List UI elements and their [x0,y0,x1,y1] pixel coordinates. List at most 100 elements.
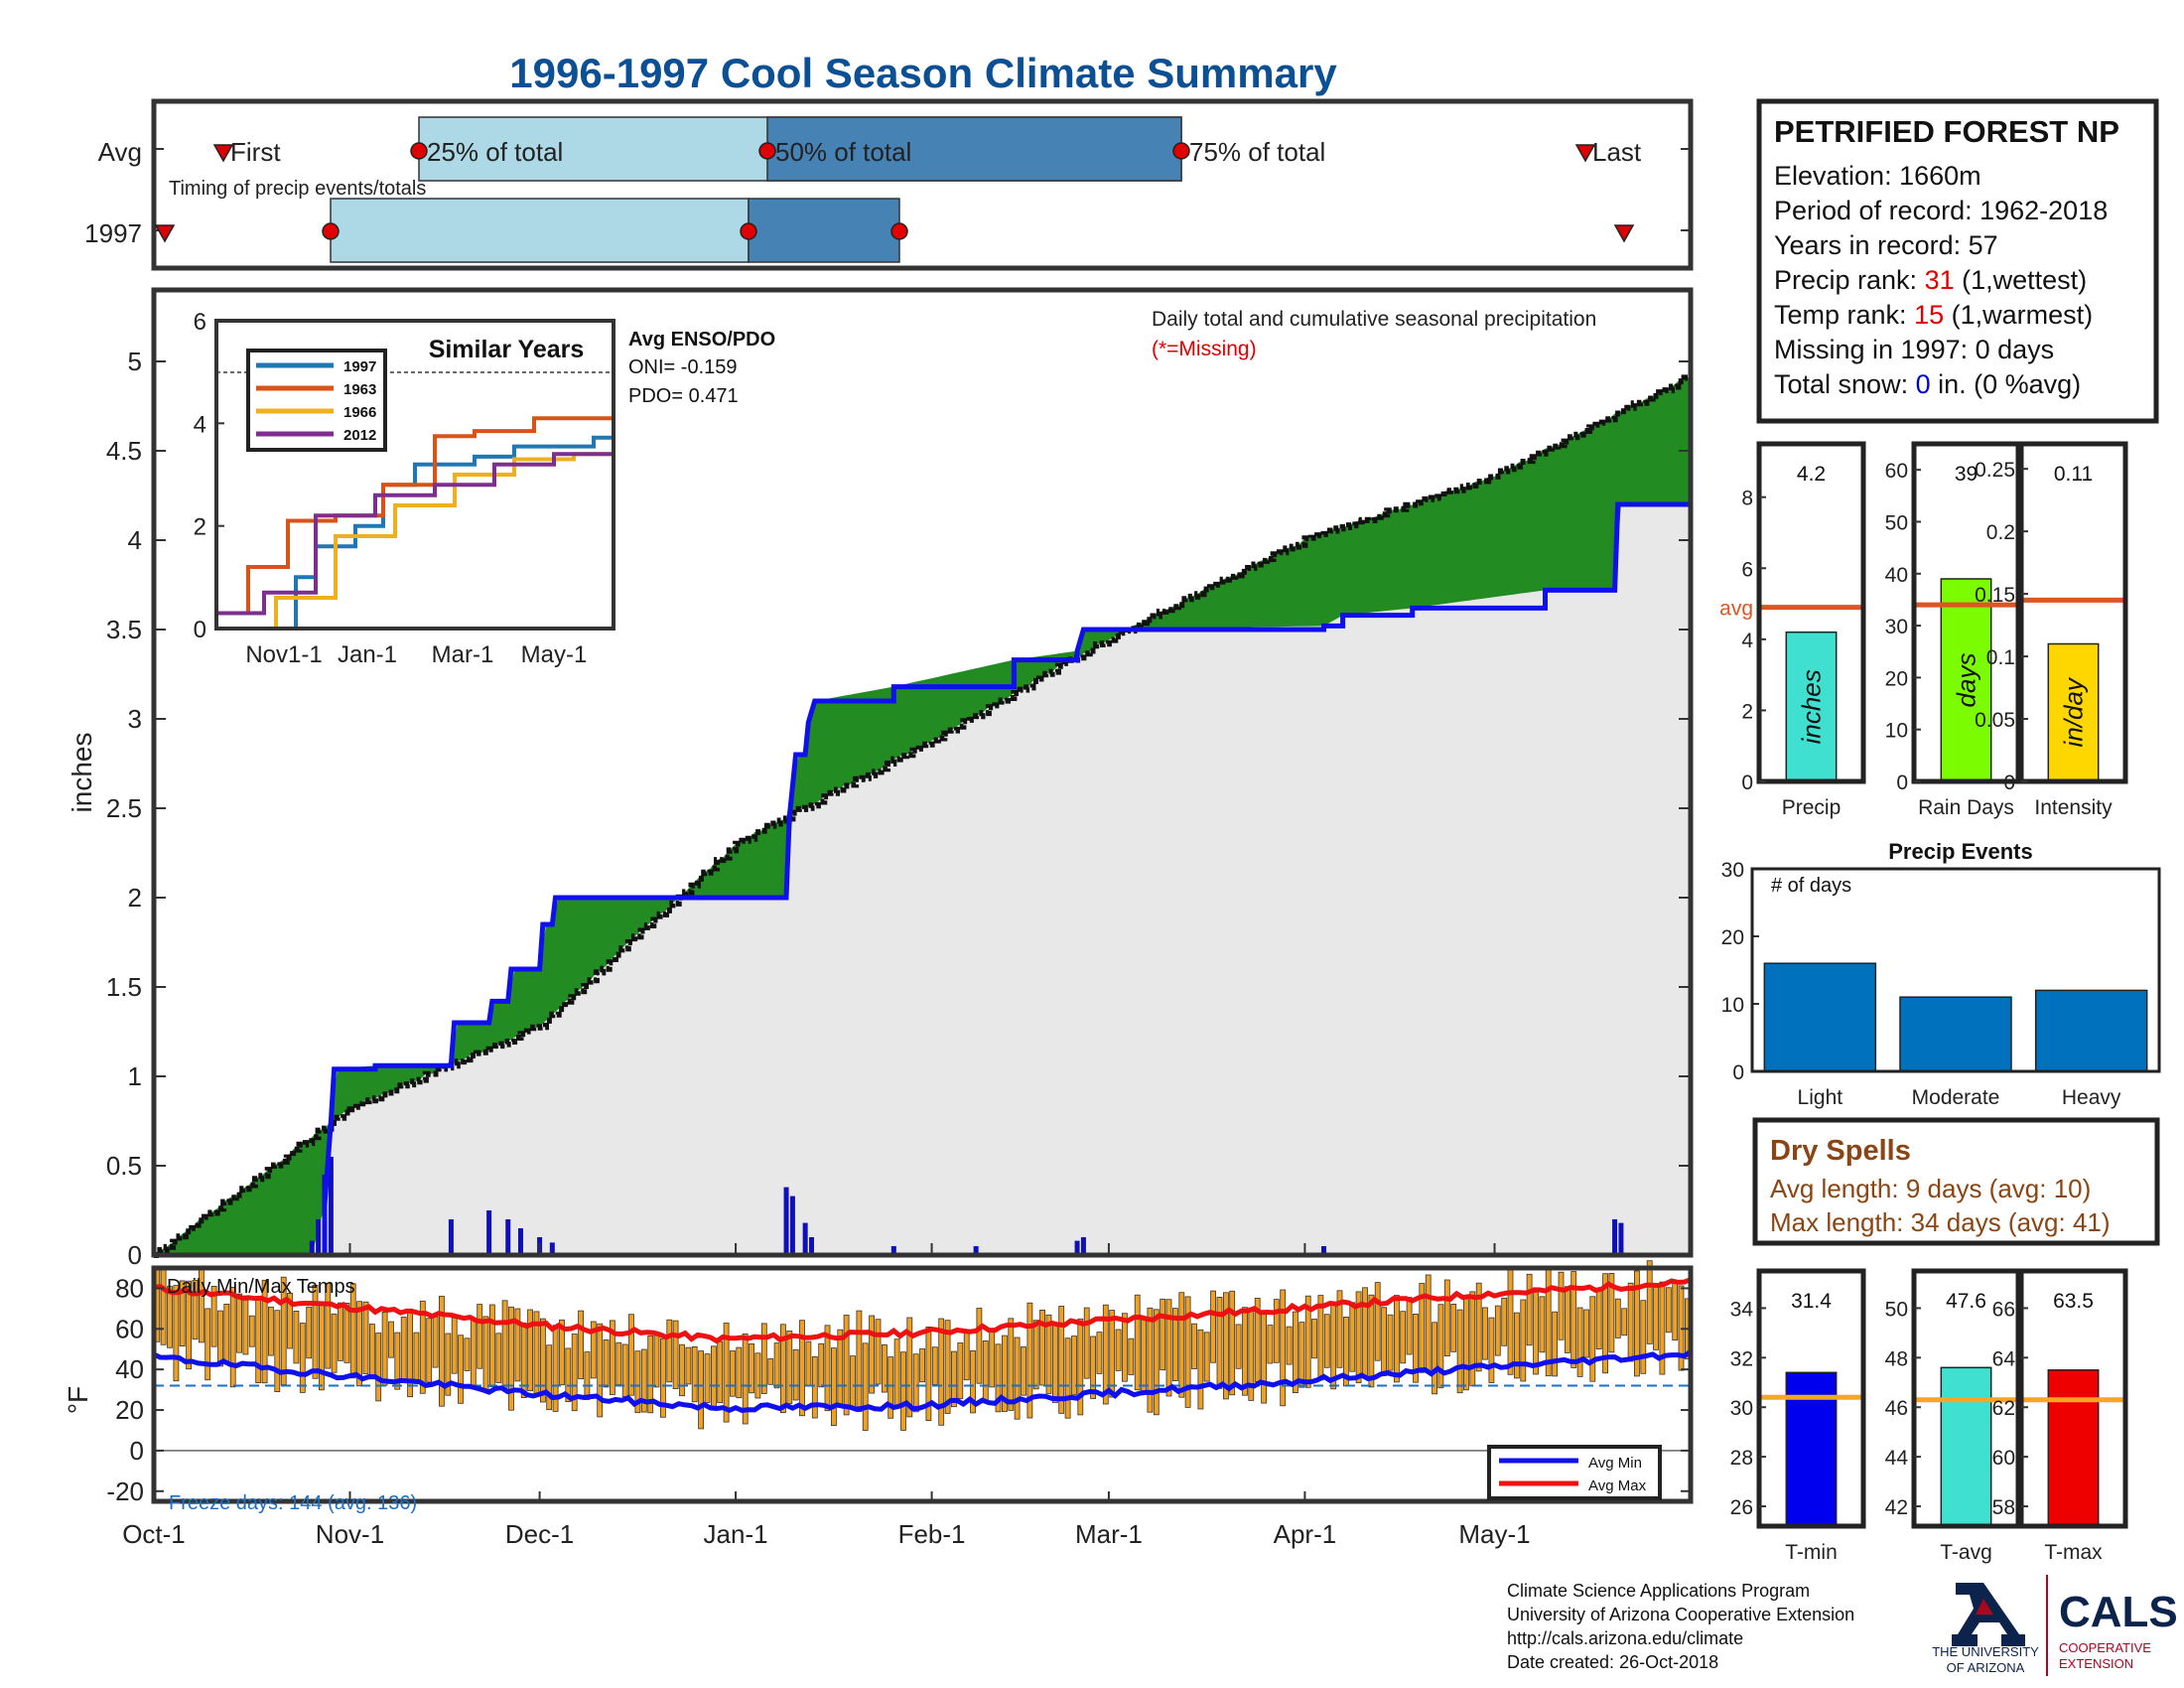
inset-title: Similar Years [429,336,585,363]
main-ytick-label: 0 [128,1240,142,1270]
daily-temp-bar [1526,1273,1533,1346]
panel-bar [2047,1369,2100,1527]
daily-temp-bar [970,1350,976,1414]
panel-label: Precip [1782,796,1842,819]
p75-marker [1172,142,1190,160]
daily-temp-bar [1026,1302,1033,1419]
daily-temp-bar [210,1286,217,1347]
year-first-marker [154,224,176,243]
cals-coop: COOPERATIVE [2059,1640,2151,1655]
summary-panel: 26 28 30 32 34 31.4 T-min [1730,1268,1866,1564]
daily-temp-bar [1355,1291,1362,1384]
dry-frame [1752,1117,2160,1246]
daily-temp-bar [1507,1268,1514,1375]
daily-temp-bar [900,1351,906,1431]
daily-temp-bar [628,1314,634,1396]
temp-ytick-label: 80 [115,1273,144,1303]
daily-temp-bar [274,1310,281,1392]
panel-ytick-label: 0.2 [1986,521,2015,544]
daily-temp-bar [1216,1297,1223,1389]
daily-temp-bar [805,1340,812,1386]
year-p25-marker [322,222,340,240]
daily-temp-bar [1021,1346,1026,1396]
panel-label: Intensity [2034,796,2113,819]
daily-temp-bar [306,1306,313,1359]
daily-precip-bar [1321,1246,1327,1255]
footer-line3: http://cals.arizona.edu/climate [1507,1628,1743,1648]
daily-temp-bar [850,1355,856,1407]
daily-temp-bar [331,1313,338,1373]
dry-title: Dry Spells [1770,1135,1911,1167]
panel-ytick-label: 60 [1885,460,1908,483]
panel-bar [1785,631,1838,782]
daily-temp-bar [223,1304,230,1365]
temp-ytick-label: -20 [106,1477,144,1506]
daily-temp-bar [565,1347,572,1403]
daily-temp-bar [1165,1299,1172,1397]
daily-temp-bar [255,1299,262,1383]
footer-line2: University of Arizona Cooperative Extens… [1507,1605,1854,1624]
daily-temp-bar [931,1346,938,1385]
daily-precip-bar [309,1240,315,1255]
daily-temp-bar [381,1312,388,1386]
daily-temp-bar [1349,1302,1356,1372]
summary-panel: 0 0.05 0.1 0.15 0.2 0.25 0.11 in/day Intensity [1975,441,2128,819]
panel-ytick-label: 64 [1992,1347,2016,1370]
daily-temp-bar [1077,1318,1084,1416]
panel-ytick-label: 0.25 [1975,459,2015,482]
daily-temp-bar [862,1342,869,1431]
daily-temp-bar [1627,1282,1634,1362]
summary-panel: 0 2 4 6 8 4.2 inches Precip avg [1719,441,1866,819]
daily-temp-bar [1014,1336,1021,1420]
daily-temp-bar [730,1350,736,1397]
main-y-axis: 0 0.5 1 1.5 2 2.5 3 3.5 4 4.5 5 [106,347,1691,1270]
daily-temp-bar [647,1335,654,1414]
daily-temp-bar [976,1308,983,1384]
daily-precip-bar [505,1219,511,1255]
main-ytick-label: 1 [128,1061,142,1091]
daily-temp-bar [261,1279,268,1384]
panel-ytick-label: 0 [2003,772,2015,794]
daily-temp-bar [1488,1317,1495,1383]
missing-note: (*=Missing) [1152,338,1257,360]
inset-legend-items: 1997 1963 1966 2012 [256,358,376,444]
daily-temp-bar [653,1333,660,1388]
daily-temp-bar [831,1347,837,1426]
daily-temp-bar [1362,1287,1368,1379]
daily-temp-bar [584,1351,591,1400]
daily-temp-bar [944,1320,951,1414]
precip-rank-value: 31 [1925,265,1955,295]
panel-ytick-label: 58 [1992,1496,2015,1519]
daily-temp-bar [1475,1282,1482,1372]
daily-temp-bar [1064,1337,1071,1419]
daily-temp-bar [1570,1271,1577,1368]
daily-temp-bar [488,1304,495,1387]
daily-temp-bar [957,1342,964,1399]
daily-temp-bar [1267,1325,1274,1364]
daily-temp-bar [1432,1322,1437,1395]
daily-temp-bar [205,1308,211,1381]
daily-temp-bar [477,1304,483,1369]
temp-xtick-label: Oct-1 [122,1519,186,1549]
daily-temp-bar [679,1343,685,1397]
temp-chart: 80 60 40 20 0 -20 Oct-1 Nov-1 Dec-1 Jan-1 Feb-1 Ma… [63,1260,1694,1549]
daily-temp-bar [1400,1311,1407,1364]
daily-temp-bar [356,1301,363,1387]
inset-legend-label: 1966 [343,404,376,421]
p25-label: 25% of total [427,137,563,167]
main-ytick-label: 4 [128,525,142,555]
daily-temp-bar [236,1293,243,1353]
temp-daily-bars [154,1260,1691,1431]
timing-year-label: 1997 [84,218,142,248]
avg-min-line [152,1349,1693,1413]
daily-temp-bar [1134,1294,1141,1391]
temp-xtick-label: May-1 [1458,1519,1530,1549]
daily-temp-bar [167,1286,173,1348]
daily-temp-bar [338,1302,343,1361]
daily-temp-bar [666,1319,673,1383]
panel-ytick-label: 62 [1992,1397,2015,1420]
main-ytick-label: 4.5 [106,436,142,466]
daily-temp-bar [869,1315,875,1394]
